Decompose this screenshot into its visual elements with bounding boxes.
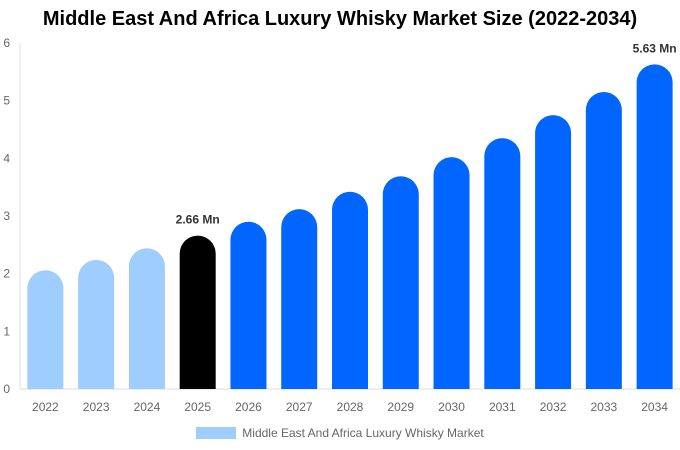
bar-2028 [332, 191, 368, 389]
y-tick-label: 1 [3, 324, 10, 338]
bar-2032 [535, 115, 572, 390]
bar-2030 [433, 157, 470, 389]
bar-2026 [230, 221, 267, 389]
bar-2022 [27, 270, 64, 389]
data-label: 5.63 Mn [633, 41, 677, 55]
bar-2023 [78, 259, 115, 389]
bar-2029 [382, 176, 419, 389]
bar-2025 [179, 235, 216, 389]
data-label: 2.66 Mn [176, 213, 220, 227]
chart-title: Middle East And Africa Luxury Whisky Mar… [42, 8, 638, 30]
x-tick-label: 2024 [134, 400, 161, 414]
legend-swatch [196, 427, 237, 439]
x-tick-label: 2026 [235, 400, 262, 414]
bar-2033 [585, 92, 622, 390]
bar-2031 [484, 138, 521, 389]
y-tick-label: 3 [3, 209, 10, 223]
x-tick-label: 2023 [83, 400, 110, 414]
bar-2024 [128, 248, 165, 389]
x-tick-label: 2025 [184, 400, 211, 414]
x-tick-label: 2033 [590, 400, 617, 414]
y-tick-label: 6 [3, 36, 10, 50]
x-tick-label: 2027 [286, 400, 313, 414]
x-tick-label: 2034 [641, 400, 668, 414]
legend: Middle East And Africa Luxury Whisky Mar… [0, 426, 680, 440]
x-tick-label: 2029 [387, 400, 414, 414]
y-tick-label: 4 [3, 151, 10, 165]
x-tick-label: 2032 [540, 400, 567, 414]
y-tick-label: 0 [3, 382, 10, 396]
y-tick-label: 2 [3, 267, 10, 281]
y-tick-label: 5 [3, 94, 10, 108]
x-tick-label: 2028 [337, 400, 364, 414]
legend-label: Middle East And Africa Luxury Whisky Mar… [242, 426, 484, 440]
x-tick-label: 2022 [32, 400, 59, 414]
x-tick-label: 2030 [438, 400, 465, 414]
x-tick-label: 2031 [489, 400, 516, 414]
bar-2034 [636, 64, 673, 389]
bar-2027 [281, 209, 318, 389]
